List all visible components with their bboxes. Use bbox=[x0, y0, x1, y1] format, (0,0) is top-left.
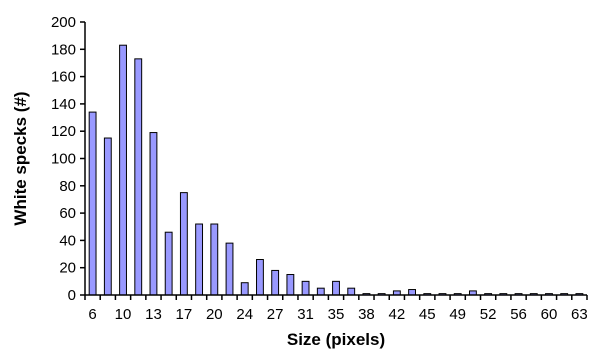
bar-17 bbox=[179, 192, 188, 296]
x-tick-label: 63 bbox=[571, 306, 588, 323]
bar-36 bbox=[347, 287, 356, 296]
x-tick-label: 38 bbox=[358, 306, 375, 323]
y-tick-label: 160 bbox=[51, 69, 76, 86]
x-tick-label: 17 bbox=[176, 306, 193, 323]
bar-22 bbox=[225, 242, 234, 296]
y-tick-label: 120 bbox=[51, 123, 76, 140]
x-tick-label: 31 bbox=[297, 306, 314, 323]
y-tick-label: 0 bbox=[68, 287, 76, 304]
bar-26 bbox=[256, 259, 264, 296]
x-axis-title: Size (pixels) bbox=[287, 330, 385, 349]
x-axis: 6 10 13 17 20 24 27 31 35 38 42 45 49 52 56 60 63 bbox=[84, 294, 588, 323]
bar-33 bbox=[316, 287, 325, 296]
bar-10 bbox=[119, 44, 127, 296]
bar-15 bbox=[164, 231, 173, 296]
bar-20 bbox=[210, 223, 219, 296]
bar-19 bbox=[195, 223, 204, 296]
x-tick-label: 10 bbox=[115, 306, 132, 323]
bar-35 bbox=[332, 280, 340, 296]
y-axis-title: White specks (#) bbox=[11, 91, 30, 225]
x-tick-label: 24 bbox=[236, 306, 253, 323]
y-axis: 0 20 40 60 80 100 120 140 160 180 200 bbox=[51, 14, 86, 304]
bar-12 bbox=[134, 58, 143, 296]
x-tick-label: 20 bbox=[206, 306, 223, 323]
x-tick-label: 27 bbox=[267, 306, 284, 323]
y-tick-label: 180 bbox=[51, 41, 76, 58]
x-tick-label: 52 bbox=[480, 306, 497, 323]
plot-area bbox=[88, 44, 584, 296]
x-tick-label: 60 bbox=[541, 306, 558, 323]
bar-43 bbox=[408, 289, 416, 296]
x-tick-label: 42 bbox=[389, 306, 406, 323]
x-tick-label: 56 bbox=[510, 306, 527, 323]
x-tick-label: 6 bbox=[88, 306, 96, 323]
x-tick-label: 45 bbox=[419, 306, 436, 323]
y-tick-label: 80 bbox=[59, 178, 76, 195]
y-tick-label: 100 bbox=[51, 151, 76, 168]
bar-31 bbox=[301, 280, 310, 296]
x-tick-label: 13 bbox=[145, 306, 162, 323]
y-tick-label: 140 bbox=[51, 96, 76, 113]
x-tick-label: 49 bbox=[449, 306, 466, 323]
y-tick-label: 20 bbox=[59, 260, 76, 277]
bar-27 bbox=[271, 269, 280, 296]
x-tick-label: 35 bbox=[328, 306, 345, 323]
bar-13 bbox=[149, 132, 158, 296]
y-tick-label: 200 bbox=[51, 14, 76, 31]
bar-29 bbox=[286, 274, 295, 296]
y-tick-label: 60 bbox=[59, 205, 76, 222]
bar-6 bbox=[88, 111, 97, 296]
bar-24 bbox=[240, 282, 249, 296]
bar-8 bbox=[103, 137, 112, 296]
y-tick-label: 40 bbox=[59, 232, 76, 249]
